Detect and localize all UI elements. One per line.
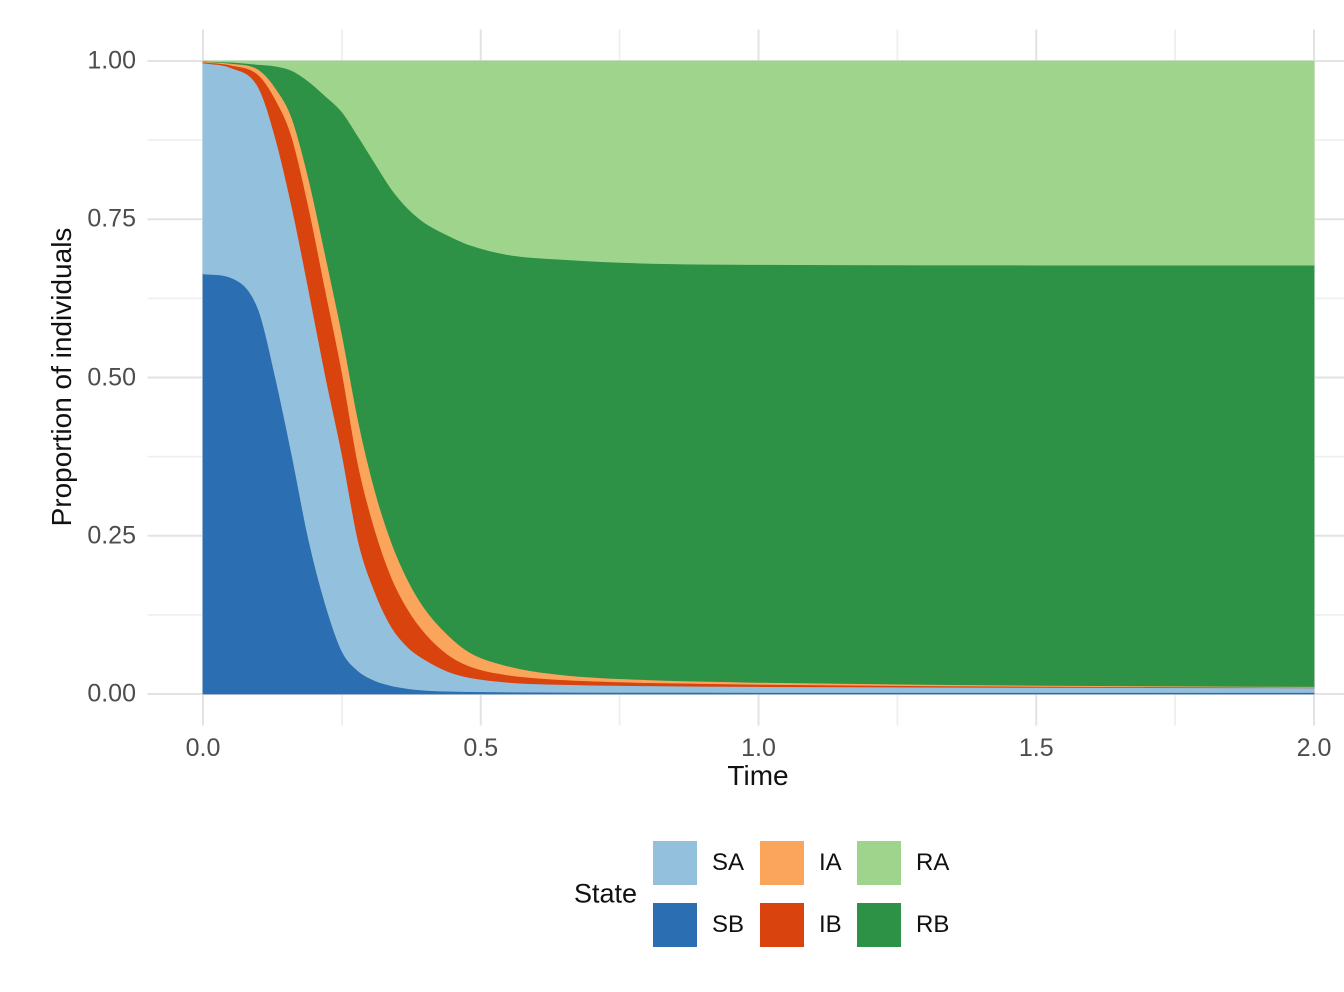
legend-key-IA — [760, 841, 804, 885]
y-tick-label-0.50: 0.50 — [87, 365, 136, 390]
x-axis-title: Time — [727, 762, 788, 790]
legend-label-SA: SA — [712, 851, 744, 875]
stacked-area-chart-figure: Proportion of individuals Time 0.00 0.25 0… — [40, 16, 1344, 976]
legend-key-RA — [857, 841, 901, 885]
y-tick-label-0.25: 0.25 — [87, 523, 136, 548]
plot-canvas — [40, 16, 1344, 976]
y-tick-label-0.00: 0.00 — [87, 682, 136, 707]
x-tick-label-0.5: 0.5 — [463, 736, 498, 761]
x-tick-label-0.0: 0.0 — [186, 736, 221, 761]
y-tick-label-0.75: 0.75 — [87, 207, 136, 232]
y-axis-title: Proportion of individuals — [48, 228, 76, 527]
legend-key-RB — [857, 903, 901, 947]
stacked-areas — [203, 61, 1314, 694]
legend-key-SB — [653, 903, 697, 947]
legend-key-SA — [653, 841, 697, 885]
legend-title: State — [574, 881, 637, 908]
legend-label-SB: SB — [712, 913, 744, 937]
legend-label-IA: IA — [819, 851, 842, 875]
legend-label-RA: RA — [916, 851, 949, 875]
x-tick-label-1.5: 1.5 — [1019, 736, 1054, 761]
legend-key-IB — [760, 903, 804, 947]
y-tick-label-1.00: 1.00 — [87, 49, 136, 74]
x-tick-label-1.0: 1.0 — [741, 736, 776, 761]
legend-label-RB: RB — [916, 913, 949, 937]
x-tick-label-2.0: 2.0 — [1297, 736, 1332, 761]
legend-label-IB: IB — [819, 913, 842, 937]
